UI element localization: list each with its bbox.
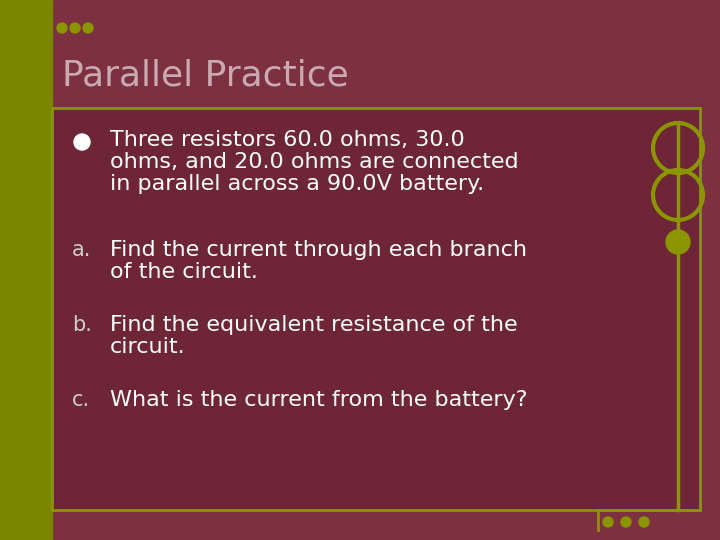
Bar <box>52 108 700 510</box>
Circle shape <box>70 23 80 33</box>
Text: ohms, and 20.0 ohms are connected: ohms, and 20.0 ohms are connected <box>110 152 518 172</box>
Circle shape <box>666 230 690 254</box>
Bar <box>52 108 700 510</box>
Circle shape <box>74 134 90 150</box>
Text: Parallel Practice: Parallel Practice <box>62 58 348 92</box>
Text: b.: b. <box>72 315 92 335</box>
Circle shape <box>57 23 67 33</box>
Circle shape <box>639 517 649 527</box>
Text: Three resistors 60.0 ohms, 30.0: Three resistors 60.0 ohms, 30.0 <box>110 130 464 150</box>
Circle shape <box>83 23 93 33</box>
Text: of the circuit.: of the circuit. <box>110 262 258 282</box>
Circle shape <box>603 517 613 527</box>
Circle shape <box>621 517 631 527</box>
Text: circuit.: circuit. <box>110 337 186 357</box>
Text: Find the equivalent resistance of the: Find the equivalent resistance of the <box>110 315 518 335</box>
Text: in parallel across a 90.0V battery.: in parallel across a 90.0V battery. <box>110 174 484 194</box>
Text: What is the current from the battery?: What is the current from the battery? <box>110 390 528 410</box>
Bar <box>0 0 52 540</box>
Text: a.: a. <box>72 240 91 260</box>
Text: c.: c. <box>72 390 90 410</box>
Text: Find the current through each branch: Find the current through each branch <box>110 240 527 260</box>
